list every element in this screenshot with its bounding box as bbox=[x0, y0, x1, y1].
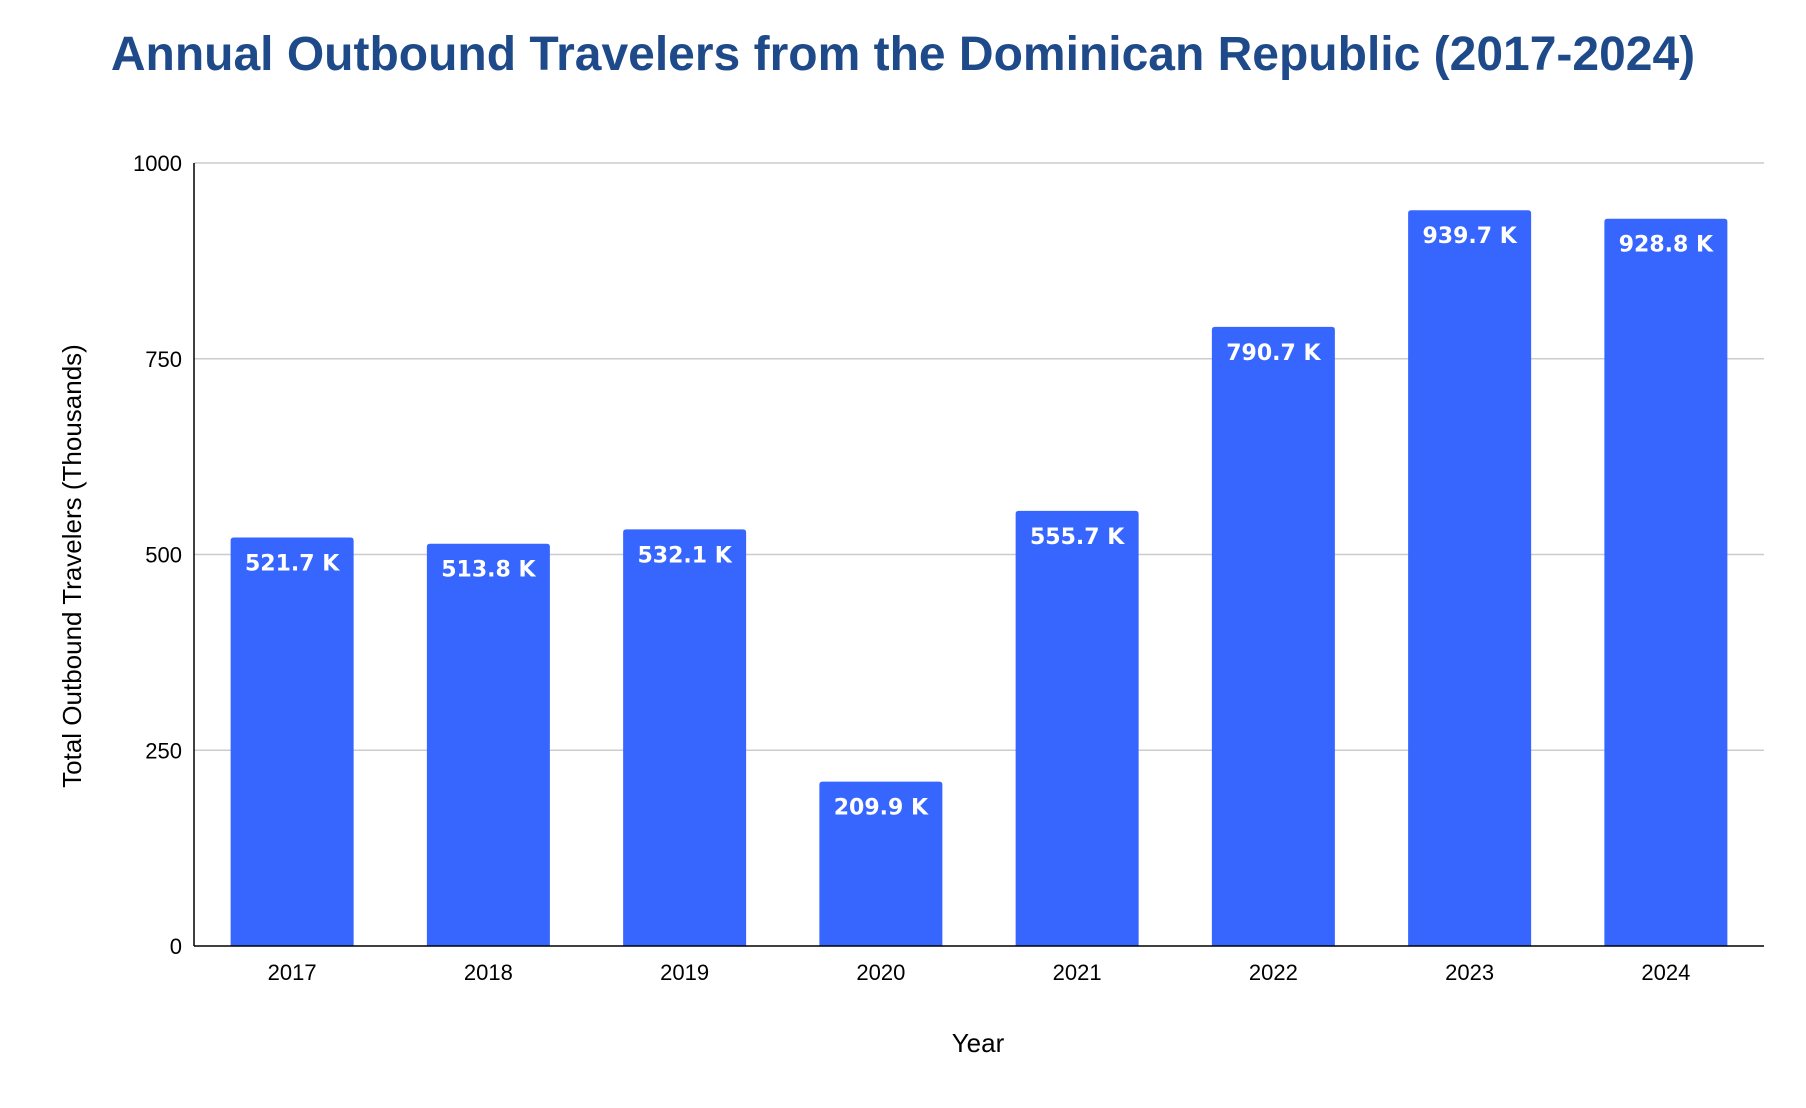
data-label: 790.7 K bbox=[1226, 341, 1321, 366]
bars bbox=[230, 210, 1728, 946]
x-tick-labels: 2017 2018 2019 2020 2021 2022 2023 2024 bbox=[268, 960, 1691, 985]
bar-2021 bbox=[1015, 510, 1139, 946]
bar-2020 bbox=[819, 781, 943, 946]
y-tick-label: 0 bbox=[170, 934, 182, 959]
bar-2019 bbox=[623, 529, 747, 946]
bar-2017 bbox=[230, 537, 354, 946]
x-axis-title: Year bbox=[952, 1028, 1005, 1058]
data-label: 513.8 K bbox=[441, 558, 536, 583]
bar-2023 bbox=[1408, 210, 1532, 946]
x-tick-label: 2018 bbox=[464, 960, 513, 985]
bar-2018 bbox=[426, 543, 550, 946]
x-tick-label: 2023 bbox=[1445, 960, 1494, 985]
bar-2022 bbox=[1211, 326, 1335, 946]
y-axis-title: Total Outbound Travelers (Thousands) bbox=[57, 344, 87, 788]
y-tick-label: 750 bbox=[145, 347, 182, 372]
bar-2024 bbox=[1604, 218, 1728, 946]
x-tick-label: 2022 bbox=[1249, 960, 1298, 985]
y-tick-labels: 0 250 500 750 1000 bbox=[133, 151, 182, 959]
axes bbox=[193, 163, 1764, 947]
x-tick-label: 2024 bbox=[1641, 960, 1690, 985]
x-tick-label: 2019 bbox=[660, 960, 709, 985]
y-tick-label: 1000 bbox=[133, 151, 182, 176]
data-label: 532.1 K bbox=[637, 543, 732, 568]
data-labels: 521.7 K 513.8 K 532.1 K 209.9 K 555.7 K 790.7… bbox=[245, 224, 1714, 820]
x-tick-label: 2020 bbox=[856, 960, 905, 985]
x-tick-label: 2021 bbox=[1053, 960, 1102, 985]
chart-title: Annual Outbound Travelers from the Domin… bbox=[111, 28, 1695, 81]
y-tick-label: 500 bbox=[145, 543, 182, 568]
y-tick-label: 250 bbox=[145, 738, 182, 763]
data-label: 928.8 K bbox=[1619, 233, 1714, 258]
data-label: 521.7 K bbox=[245, 552, 340, 577]
data-label: 939.7 K bbox=[1422, 224, 1517, 249]
data-label: 209.9 K bbox=[834, 796, 929, 821]
data-label: 555.7 K bbox=[1030, 525, 1125, 550]
x-tick-label: 2017 bbox=[268, 960, 317, 985]
